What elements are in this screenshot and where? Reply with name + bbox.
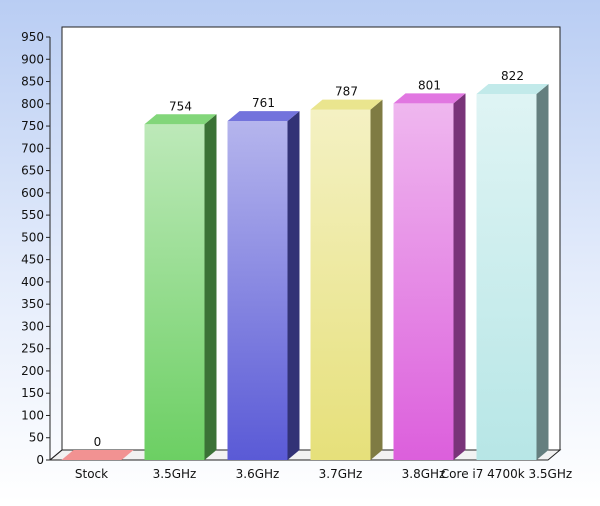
x-tick-label: 3.7GHz: [319, 467, 363, 481]
bar-side: [453, 93, 466, 460]
x-tick-label: 3.6GHz: [236, 467, 280, 481]
bar-stock: 0: [61, 435, 134, 460]
bar-core-i7-4700k-3-5ghz: 822: [476, 69, 549, 460]
bar-front: [227, 121, 288, 461]
y-tick-label: 550: [21, 208, 44, 222]
y-tick-label: 600: [21, 186, 44, 200]
bar-value-label: 761: [252, 96, 275, 110]
bar-top: [310, 99, 383, 110]
bar-top: [227, 111, 300, 122]
bar-value-label: 787: [335, 85, 358, 99]
y-tick-label: 150: [21, 386, 44, 400]
x-tick-label: Core i7 4700k 3.5GHz: [441, 467, 572, 481]
y-tick-label: 950: [21, 30, 44, 44]
bar-3-6ghz: 761: [227, 96, 300, 461]
bar-3-8ghz: 801: [393, 78, 466, 460]
y-tick-label: 750: [21, 119, 44, 133]
y-tick-label: 700: [21, 141, 44, 155]
bar-top: [61, 450, 134, 460]
bar-3-7ghz: 787: [310, 85, 383, 461]
y-tick-label: 500: [21, 230, 44, 244]
bar-value-label: 0: [94, 435, 102, 449]
y-tick-label: 350: [21, 297, 44, 311]
bar-value-label: 754: [169, 99, 192, 113]
bar-front: [144, 124, 205, 460]
y-tick-label: 450: [21, 253, 44, 267]
y-tick-label: 250: [21, 342, 44, 356]
bar-side: [287, 111, 300, 461]
bar-front: [310, 109, 371, 461]
y-tick-label: 300: [21, 319, 44, 333]
x-tick-label: Stock: [75, 467, 108, 481]
bar-front: [476, 93, 537, 460]
plot-corner-edge: [49, 449, 63, 461]
x-tick-label: 3.8GHz: [402, 467, 446, 481]
y-tick-label: 0: [36, 453, 44, 467]
y-tick-label: 650: [21, 164, 44, 178]
x-tick-label: 3.5GHz: [153, 467, 197, 481]
bar-side: [204, 114, 217, 460]
y-tick-label: 850: [21, 75, 44, 89]
bar-top: [476, 83, 549, 94]
bar-side: [536, 83, 549, 460]
y-tick-label: 200: [21, 364, 44, 378]
bar-value-label: 822: [501, 69, 524, 83]
y-tick-label: 100: [21, 408, 44, 422]
y-tick-label: 50: [29, 431, 44, 445]
y-tick-label: 400: [21, 275, 44, 289]
bar-top: [144, 114, 217, 125]
bars: 0 754 761 787 801 822: [61, 69, 549, 461]
bar-value-label: 801: [418, 78, 441, 92]
bar-3-5ghz: 754: [144, 99, 217, 460]
bar-top: [393, 93, 466, 104]
y-tick-label: 900: [21, 52, 44, 66]
bar-side: [370, 99, 383, 461]
y-tick-label: 800: [21, 97, 44, 111]
y-axis: 0 50 100 150 200 250 300 350 400 450 500 550 600 650 7…: [21, 30, 51, 467]
bar-front: [393, 103, 454, 460]
